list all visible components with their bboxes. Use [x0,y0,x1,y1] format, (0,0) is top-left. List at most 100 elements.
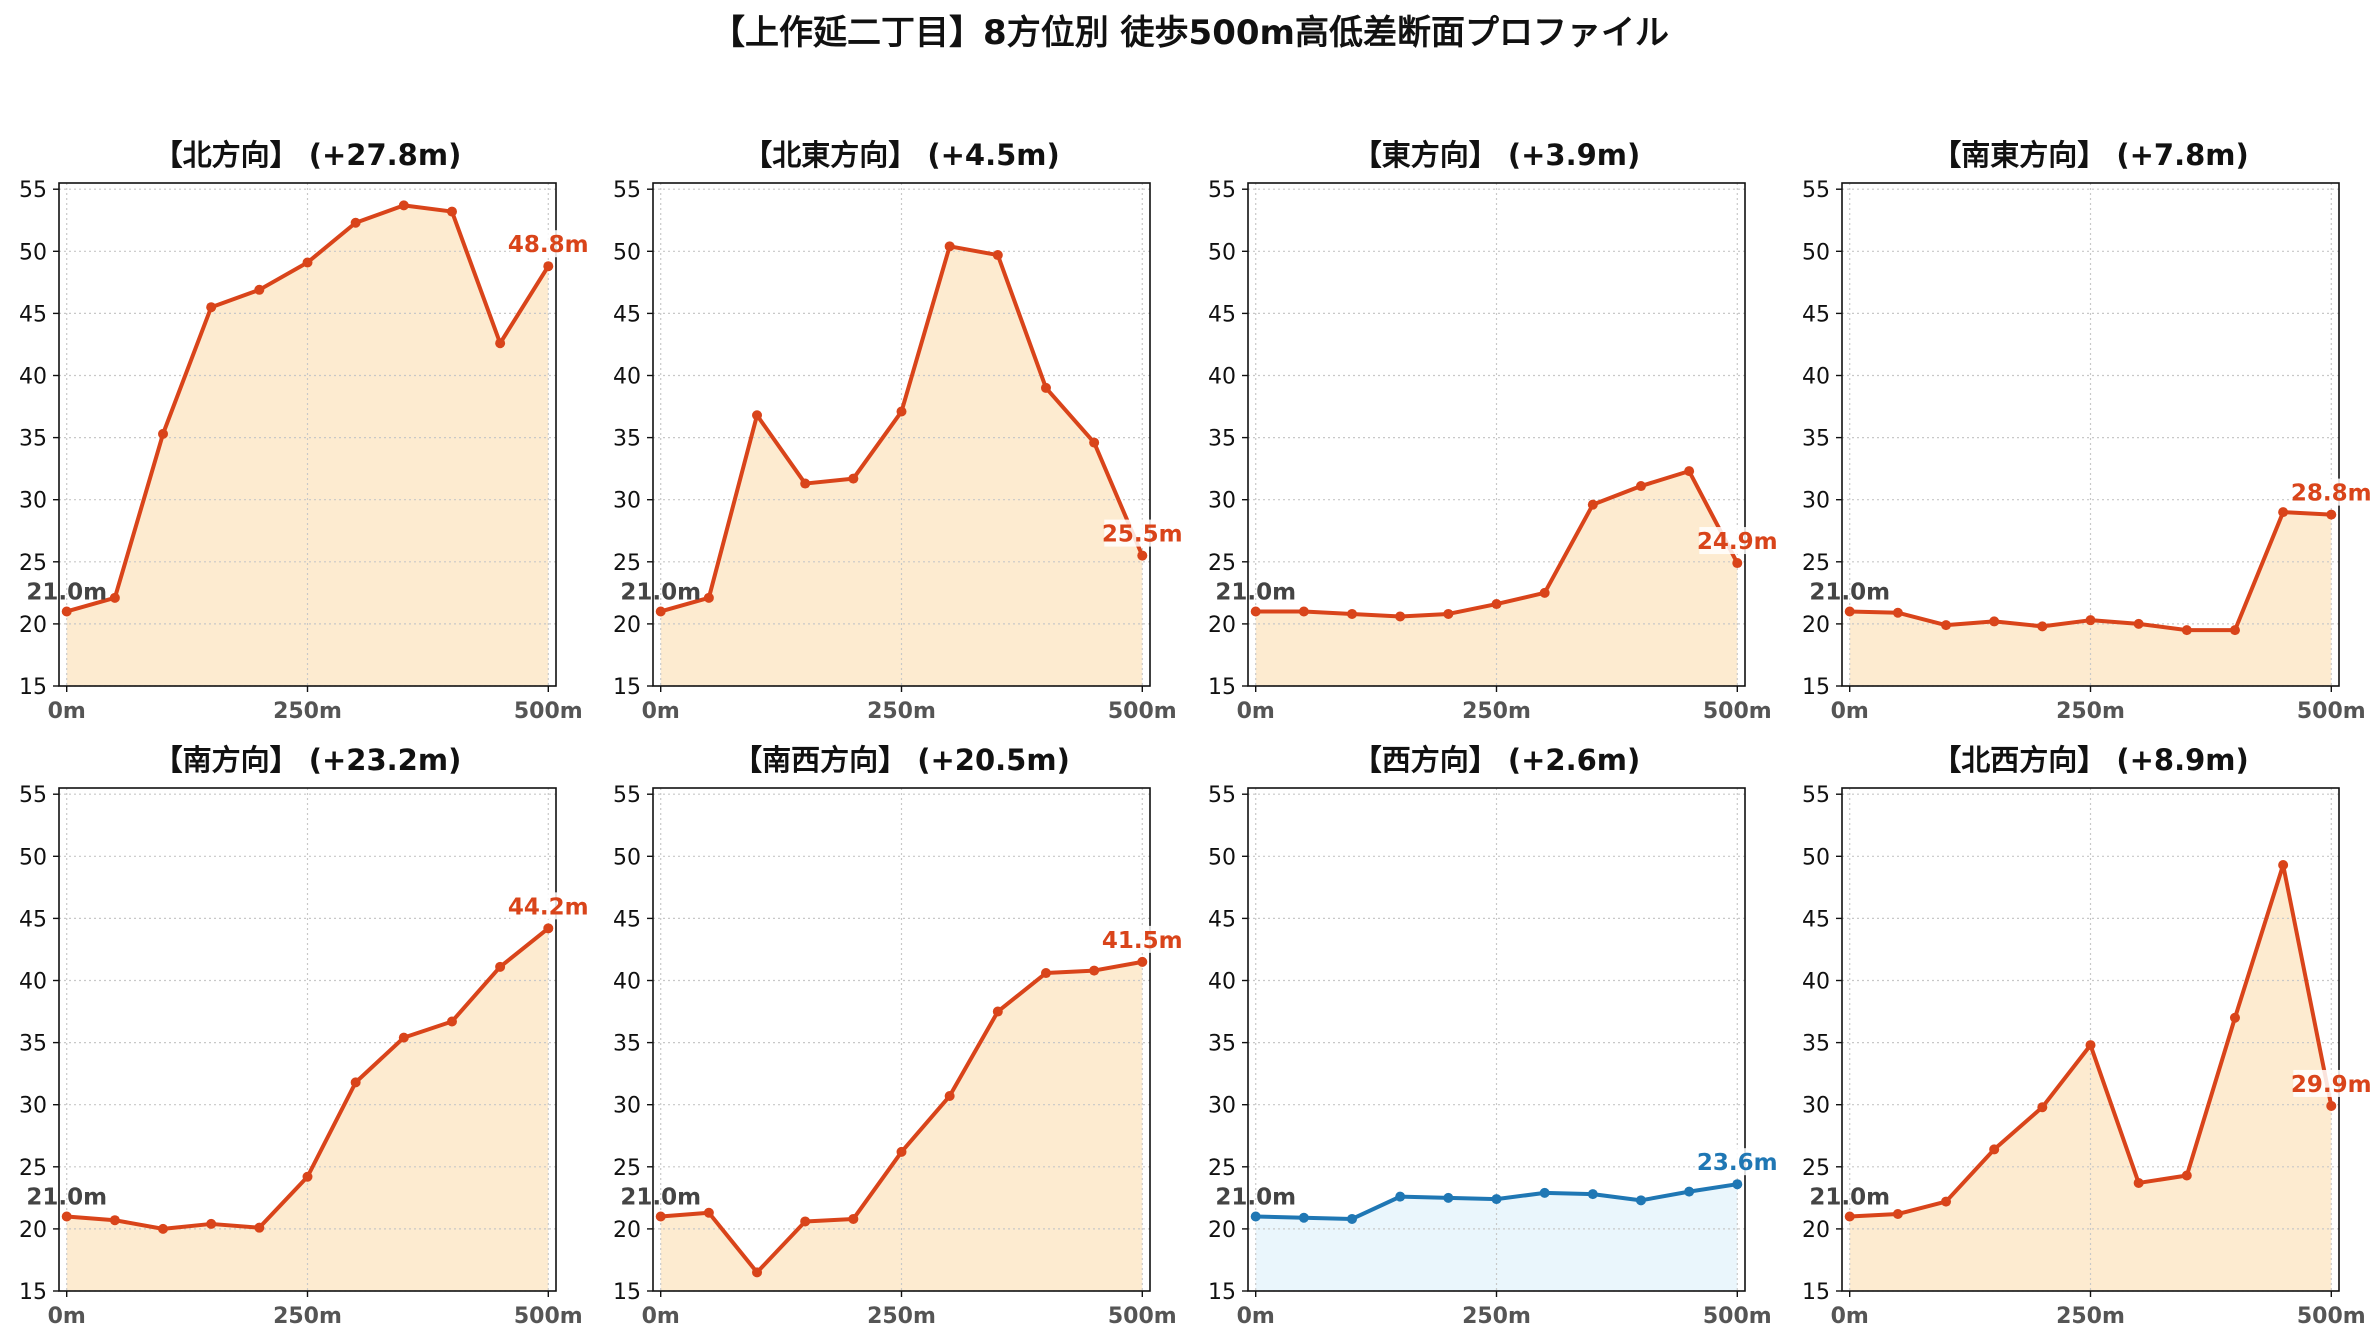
data-point [1250,606,1261,617]
data-point [2133,1177,2144,1188]
y-tick-label: 35 [1802,1032,1830,1057]
data-point [1539,1187,1550,1198]
data-point [1684,466,1695,477]
y-tick-label: 50 [19,240,47,265]
y-tick-label: 20 [1208,613,1236,638]
y-tick-label: 50 [613,240,641,265]
data-point [350,217,361,228]
area-fill [660,246,1143,686]
panel-title: 【北西方向】 (+8.9m) [1932,743,2249,777]
data-point [752,1267,763,1278]
y-tick-label: 40 [613,970,641,995]
data-point [109,592,120,603]
y-tick-label: 30 [1802,489,1830,514]
x-tick-label: 500m [1703,699,1772,724]
y-tick-label: 50 [1208,845,1236,870]
x-tick-label: 250m [2056,699,2125,724]
data-point [1089,437,1100,448]
data-point [992,250,1003,261]
data-point [2278,507,2289,518]
data-point [1844,1211,1855,1222]
y-tick-label: 35 [1208,1032,1236,1057]
end-label: 23.6m [1697,1150,1778,1176]
start-label: 21.0m [26,579,107,605]
end-label-bg [510,230,587,258]
x-tick-label: 250m [1462,699,1531,724]
data-point [254,284,265,295]
start-label: 21.0m [1809,1184,1890,1210]
data-point [2085,1040,2096,1051]
area-fill [1255,1184,1738,1291]
x-tick-label: 500m [2297,699,2366,724]
data-point [495,338,506,349]
panel-title: 【北東方向】 (+4.5m) [743,138,1060,172]
data-point [1844,606,1855,617]
data-point [944,241,955,252]
y-tick-label: 20 [1802,613,1830,638]
data-point [109,1215,120,1226]
y-tick-label: 35 [1802,427,1830,452]
y-tick-label: 15 [1802,1280,1830,1305]
area-fill [1255,471,1738,686]
data-point [1395,611,1406,622]
data-point [2229,1012,2240,1023]
data-point [703,1207,714,1218]
x-tick-label: 0m [1831,1304,1869,1329]
data-point [1892,607,1903,618]
y-tick-label: 30 [1802,1094,1830,1119]
x-tick-label: 250m [273,699,342,724]
data-point [800,478,811,489]
data-point [1892,1208,1903,1219]
y-tick-label: 25 [19,1156,47,1181]
data-point [1137,550,1148,561]
area-fill [660,961,1143,1291]
data-point [1491,1194,1502,1205]
y-tick-label: 20 [613,1218,641,1243]
end-label: 24.9m [1697,529,1778,555]
data-point [1137,956,1148,967]
y-tick-label: 50 [1802,240,1830,265]
area-fill [66,928,549,1291]
data-point [1298,1212,1309,1223]
data-point [1347,608,1358,619]
y-tick-label: 40 [1802,365,1830,390]
x-tick-label: 500m [2297,1304,2366,1329]
panel-title: 【東方向】 (+3.9m) [1353,138,1641,172]
data-point [992,1006,1003,1017]
x-tick-label: 0m [1831,699,1869,724]
y-tick-label: 35 [19,427,47,452]
x-tick-label: 0m [48,699,86,724]
x-tick-label: 0m [642,699,680,724]
y-tick-label: 20 [19,613,47,638]
y-tick-label: 45 [613,907,641,932]
data-point [206,302,217,313]
data-point [1089,965,1100,976]
data-point [543,923,554,934]
panel-title: 【北方向】 (+27.8m) [154,138,462,172]
end-label-bg [1699,527,1776,555]
end-label: 25.5m [1102,522,1183,548]
data-point [1250,1211,1261,1222]
y-tick-label: 15 [1208,675,1236,700]
end-label: 41.5m [1102,928,1183,954]
x-tick-label: 500m [1108,699,1177,724]
y-tick-label: 25 [1208,551,1236,576]
data-point [1941,620,1952,631]
data-point [2229,625,2240,636]
y-tick-label: 50 [613,845,641,870]
y-tick-label: 55 [613,783,641,808]
y-tick-label: 45 [19,302,47,327]
end-label: 28.8m [2291,481,2372,507]
data-point [1989,1144,2000,1155]
x-tick-label: 250m [867,699,936,724]
y-tick-label: 40 [19,365,47,390]
data-point [2037,621,2048,632]
data-point [703,592,714,603]
data-point [1635,481,1646,492]
data-point [2181,1170,2192,1181]
data-point [1941,1196,1952,1207]
data-point [398,200,409,211]
start-label: 21.0m [1215,1184,1296,1210]
data-point [2326,509,2337,520]
start-label: 21.0m [1215,579,1296,605]
